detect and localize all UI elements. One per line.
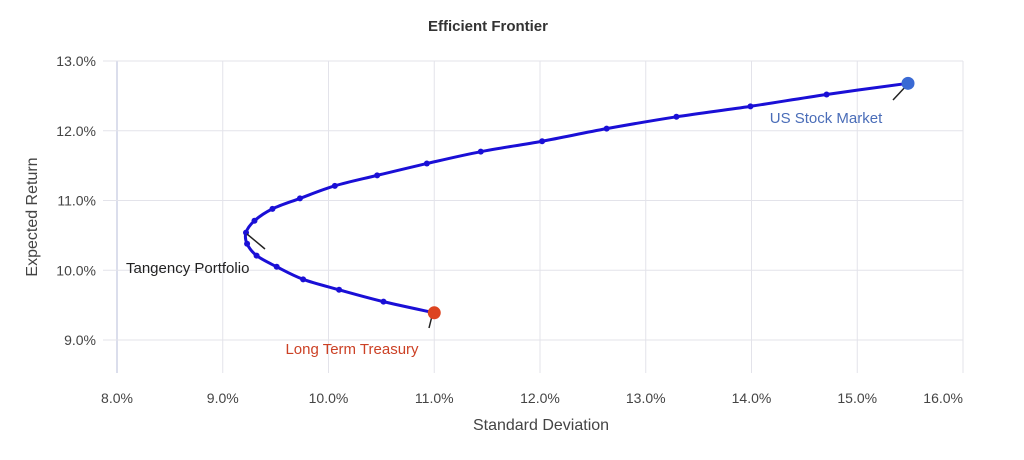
grid-lines: [103, 60, 964, 373]
point-annotations: Long Term Treasury Tangency Portfolio US S…: [126, 76, 915, 358]
x-tick-label: 11.0%: [415, 390, 454, 406]
x-tick-label: 10.0%: [309, 390, 349, 406]
frontier-series: [243, 80, 912, 316]
y-tick-label: 9.0%: [64, 332, 96, 348]
x-tick-label: 14.0%: [732, 390, 772, 406]
x-tick-label: 8.0%: [101, 390, 133, 406]
x-axis-ticks: 8.0% 9.0% 10.0% 11.0% 12.0% 13.0% 14.0% 15.0% 16…: [101, 390, 963, 406]
y-tick-label: 10.0%: [56, 262, 96, 278]
data-point: [423, 160, 430, 167]
x-tick-label: 13.0%: [626, 390, 666, 406]
y-tick-label: 13.0%: [56, 53, 96, 69]
tangency-portfolio-leader-line: [246, 233, 266, 250]
chart-title: Efficient Frontier: [428, 18, 548, 35]
data-point: [603, 125, 610, 132]
data-point: [336, 286, 343, 293]
tangency-portfolio-label: Tangency Portfolio: [126, 260, 249, 277]
long-term-treasury-label: Long Term Treasury: [285, 341, 419, 358]
y-axis-ticks: 9.0% 10.0% 11.0% 12.0% 13.0%: [56, 53, 96, 348]
data-point: [331, 182, 338, 189]
data-point: [273, 263, 280, 270]
data-point: [477, 148, 484, 155]
us-stock-market-label: US Stock Market: [770, 110, 883, 127]
data-point: [253, 252, 260, 259]
x-tick-label: 16.0%: [923, 390, 963, 406]
data-point: [296, 195, 303, 202]
y-tick-label: 11.0%: [57, 193, 96, 209]
data-point: [300, 276, 307, 283]
x-axis-label: Standard Deviation: [473, 417, 609, 434]
data-point: [251, 217, 258, 224]
x-tick-label: 9.0%: [207, 390, 239, 406]
x-tick-label: 12.0%: [520, 390, 560, 406]
y-axis-label: Expected Return: [24, 157, 41, 276]
data-point: [380, 298, 387, 305]
data-point: [823, 91, 830, 98]
data-point: [673, 113, 680, 120]
us-stock-market-marker: [901, 76, 915, 90]
data-point: [539, 138, 546, 145]
data-point: [374, 172, 381, 179]
data-point: [269, 205, 276, 212]
x-tick-label: 15.0%: [837, 390, 877, 406]
y-tick-label: 12.0%: [56, 123, 96, 139]
long-term-treasury-marker: [427, 306, 441, 320]
data-point: [747, 103, 754, 110]
data-point: [244, 240, 251, 247]
